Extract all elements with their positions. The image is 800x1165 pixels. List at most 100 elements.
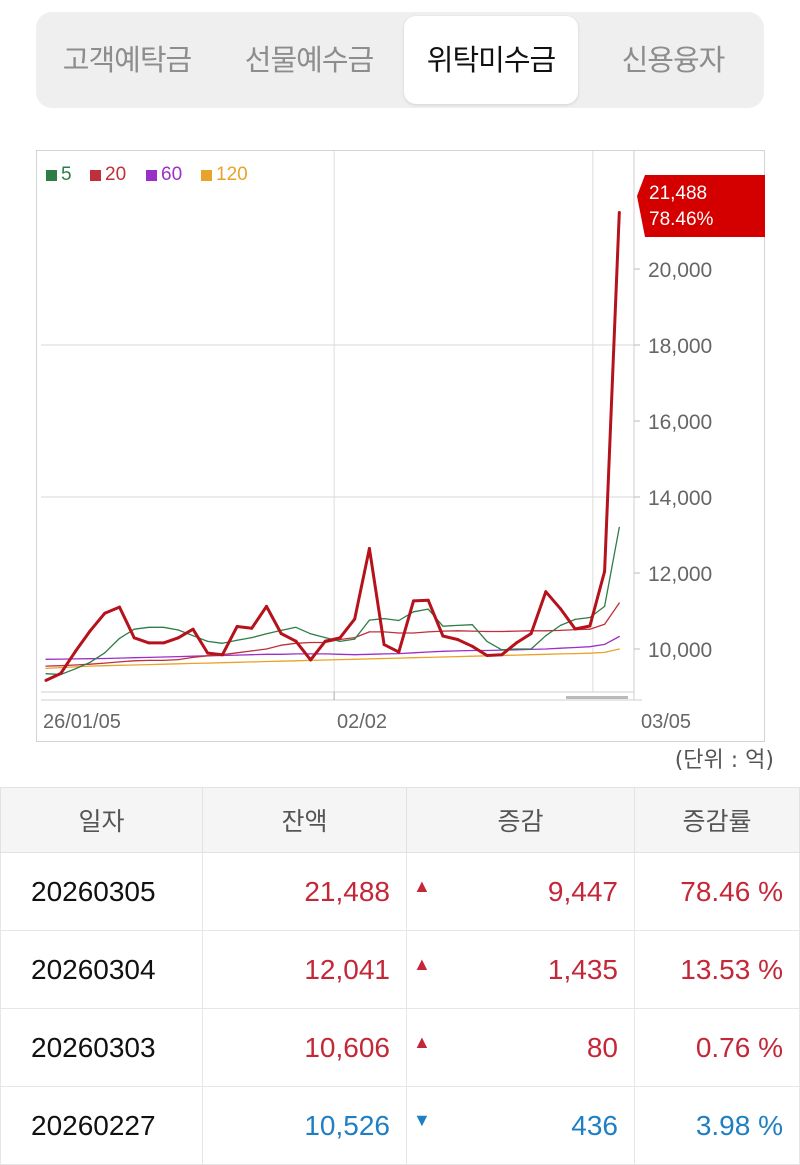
chart-container: 10,000 12,000 14,000 16,000 18,000 20,000 26/0… (36, 150, 765, 742)
series-ma5-point (559, 624, 562, 627)
series-ma5-point (192, 635, 194, 637)
row-change: 80 (586, 1031, 618, 1063)
table-header: 일자 잔액 증감 증감률 (0, 787, 800, 853)
row-balance: 21,488 (202, 852, 407, 931)
series-ma120-point (148, 663, 150, 666)
series-ma20-point (368, 631, 370, 633)
series-ma5-point (530, 648, 532, 650)
series-balance-point (617, 210, 621, 214)
series-balance-point (500, 653, 504, 657)
legend-swatch-ma20 (90, 170, 101, 181)
series-ma5-point (412, 611, 415, 613)
series-ma120-point (574, 652, 576, 655)
series-ma5-point (339, 640, 341, 642)
tab-customer-deposit[interactable]: 고객예탁금 (62, 43, 192, 77)
series-ma60-point (545, 648, 547, 650)
series-balance-point (323, 639, 327, 643)
series-ma5-point (574, 618, 576, 620)
series-balance-point (220, 653, 224, 657)
series-ma60-point (148, 656, 150, 658)
legend-swatch-ma5 (46, 170, 57, 181)
series-ma120-point (383, 657, 385, 660)
row-rate: 0.76 % (634, 1008, 800, 1087)
tab-credit-loan[interactable]: 신용융자 (621, 43, 726, 77)
series-ma60-point (280, 653, 282, 655)
series-ma60-point (45, 658, 47, 660)
category-tabs: 고객예탁금 선물예수금 위탁미수금 신용융자 (36, 12, 764, 108)
series-balance-point (309, 658, 313, 662)
header-date: 일자 (0, 787, 203, 853)
series-ma5-point (354, 638, 356, 640)
series-balance-point (191, 627, 195, 631)
series-ma20-point (501, 630, 503, 633)
series-ma60-point (604, 643, 606, 646)
y-tick-label: 16,000 (648, 411, 712, 434)
series-ma20-point (604, 623, 606, 625)
tab-consignment-receivable[interactable]: 위탁미수금 (404, 16, 578, 104)
series-ma5-point (251, 637, 253, 639)
legend-label-ma60: 60 (161, 164, 182, 185)
table-row[interactable]: 20260305 21,488 ▲ 9,447 78.46 % (0, 852, 800, 931)
series-ma5-line (45, 527, 620, 676)
series-ma120-point (295, 660, 297, 662)
series-ma60-point (104, 657, 106, 660)
down-triangle-icon: ▼ (413, 1109, 431, 1130)
table-row[interactable]: 20260227 10,526 ▼ 436 3.98 % (0, 1086, 800, 1165)
series-ma60-point (251, 654, 253, 656)
series-balance-point (44, 678, 48, 682)
series-ma5-point (486, 640, 488, 642)
series-ma20-point (398, 632, 400, 634)
series-ma5-point (398, 619, 400, 622)
series-ma5-point (295, 626, 297, 628)
series-balance-point (103, 611, 107, 615)
series-ma5-point (177, 629, 179, 631)
series-ma5-point (133, 628, 135, 630)
row-change: 9,447 (547, 875, 618, 907)
header-balance: 잔액 (202, 787, 407, 853)
series-ma120-point (324, 659, 326, 661)
series-ma120-point (589, 652, 591, 654)
series-ma120-point (442, 656, 444, 658)
series-ma60-point (163, 656, 165, 658)
series-ma20-point (251, 650, 253, 652)
series-ma120-point (177, 663, 179, 665)
series-ma5-point (74, 668, 76, 670)
series-balance-point (235, 625, 239, 629)
series-balance-point (176, 636, 180, 640)
series-ma120-point (457, 656, 459, 658)
series-ma20-point (457, 630, 459, 632)
series-ma120-point (221, 662, 223, 664)
table-row[interactable]: 20260303 10,606 ▲ 80 0.76 % (0, 1008, 800, 1087)
series-ma120-point (515, 654, 517, 656)
series-ma5-point (604, 605, 606, 608)
header-change: 증감 (406, 787, 635, 853)
series-ma60-point (574, 646, 576, 649)
series-ma60-point (559, 647, 562, 649)
series-ma120-point (251, 661, 253, 663)
series-ma20-point (192, 656, 194, 658)
series-balance-point (279, 632, 283, 636)
series-ma5-point (427, 608, 429, 610)
series-ma120-point (89, 665, 91, 667)
row-balance: 10,606 (202, 1008, 407, 1087)
series-ma120-point (471, 655, 473, 657)
table-row[interactable]: 20260304 12,041 ▲ 1,435 13.53 % (0, 930, 800, 1009)
series-ma20-point (163, 659, 165, 661)
series-ma120-line (45, 648, 620, 670)
series-ma60-point (74, 658, 76, 660)
series-balance-point (132, 636, 136, 640)
series-ma5-point (89, 661, 91, 663)
series-ma120-point (133, 664, 135, 666)
legend-swatch-ma60 (146, 170, 157, 181)
tab-futures-deposit[interactable]: 선물예수금 (244, 43, 374, 77)
series-balance-point (265, 604, 268, 608)
series-ma20-point (265, 648, 268, 650)
series-ma60-point (354, 654, 356, 656)
series-ma5-point (221, 642, 223, 644)
series-ma20-point (486, 630, 488, 633)
series-balance-point (382, 643, 386, 647)
series-ma5-point (207, 640, 209, 642)
series-balance-point (206, 651, 210, 655)
series-balance-point (294, 639, 298, 643)
series-ma120-point (412, 657, 415, 659)
